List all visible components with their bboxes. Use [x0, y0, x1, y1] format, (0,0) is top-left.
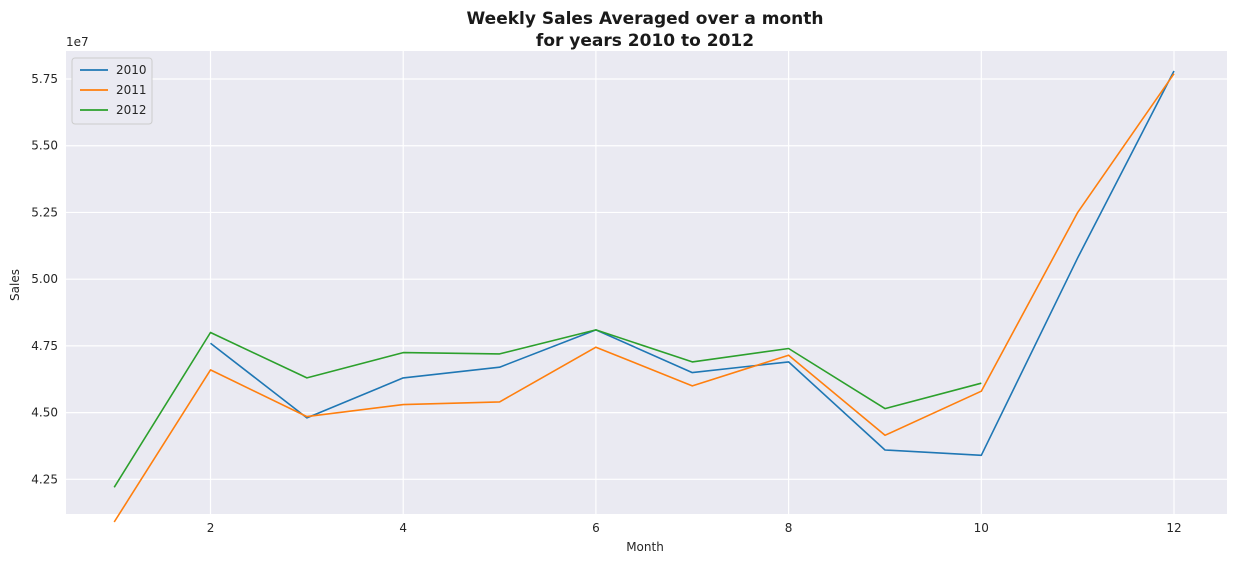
legend: 2010 2011 2012 [71, 57, 153, 125]
y-tick-label: 4.75 [31, 339, 58, 353]
x-tick-label: 12 [1166, 521, 1181, 535]
series-lines [113, 70, 1175, 523]
legend-entry-2012: 2012 [116, 103, 147, 117]
y-tick-label: 5.50 [31, 139, 58, 153]
x-tick-label: 8 [785, 521, 793, 535]
x-tick-label: 10 [974, 521, 989, 535]
legend-entry-2010: 2010 [116, 63, 147, 77]
y-tick-label: 4.50 [31, 406, 58, 420]
plot-area [66, 51, 1227, 514]
y-tick-label: 5.25 [31, 205, 58, 219]
legend-entry-2011: 2011 [116, 83, 147, 97]
chart-title-line-2: for years 2010 to 2012 [536, 31, 754, 51]
x-tick-label: 6 [592, 521, 600, 535]
tick-labels: 2 4 6 8 10 12 4.25 4.50 4.75 5.00 5.25 5.50 5.75 [31, 72, 1181, 535]
y-tick-label: 4.25 [31, 472, 58, 486]
series-line-2010 [210, 70, 1175, 457]
x-tick-label: 2 [207, 521, 215, 535]
y-offset-label: 1e7 [66, 35, 89, 49]
x-tick-label: 4 [399, 521, 407, 535]
chart-title-line-1: Weekly Sales Averaged over a month [467, 9, 824, 29]
y-tick-label: 5.75 [31, 72, 58, 86]
y-axis-label: Sales [8, 269, 22, 301]
x-axis-label: Month [626, 540, 664, 554]
series-line-2012 [113, 329, 982, 488]
y-tick-label: 5.00 [31, 272, 58, 286]
series-line-2011 [113, 73, 1175, 523]
legend-frame [71, 57, 153, 125]
